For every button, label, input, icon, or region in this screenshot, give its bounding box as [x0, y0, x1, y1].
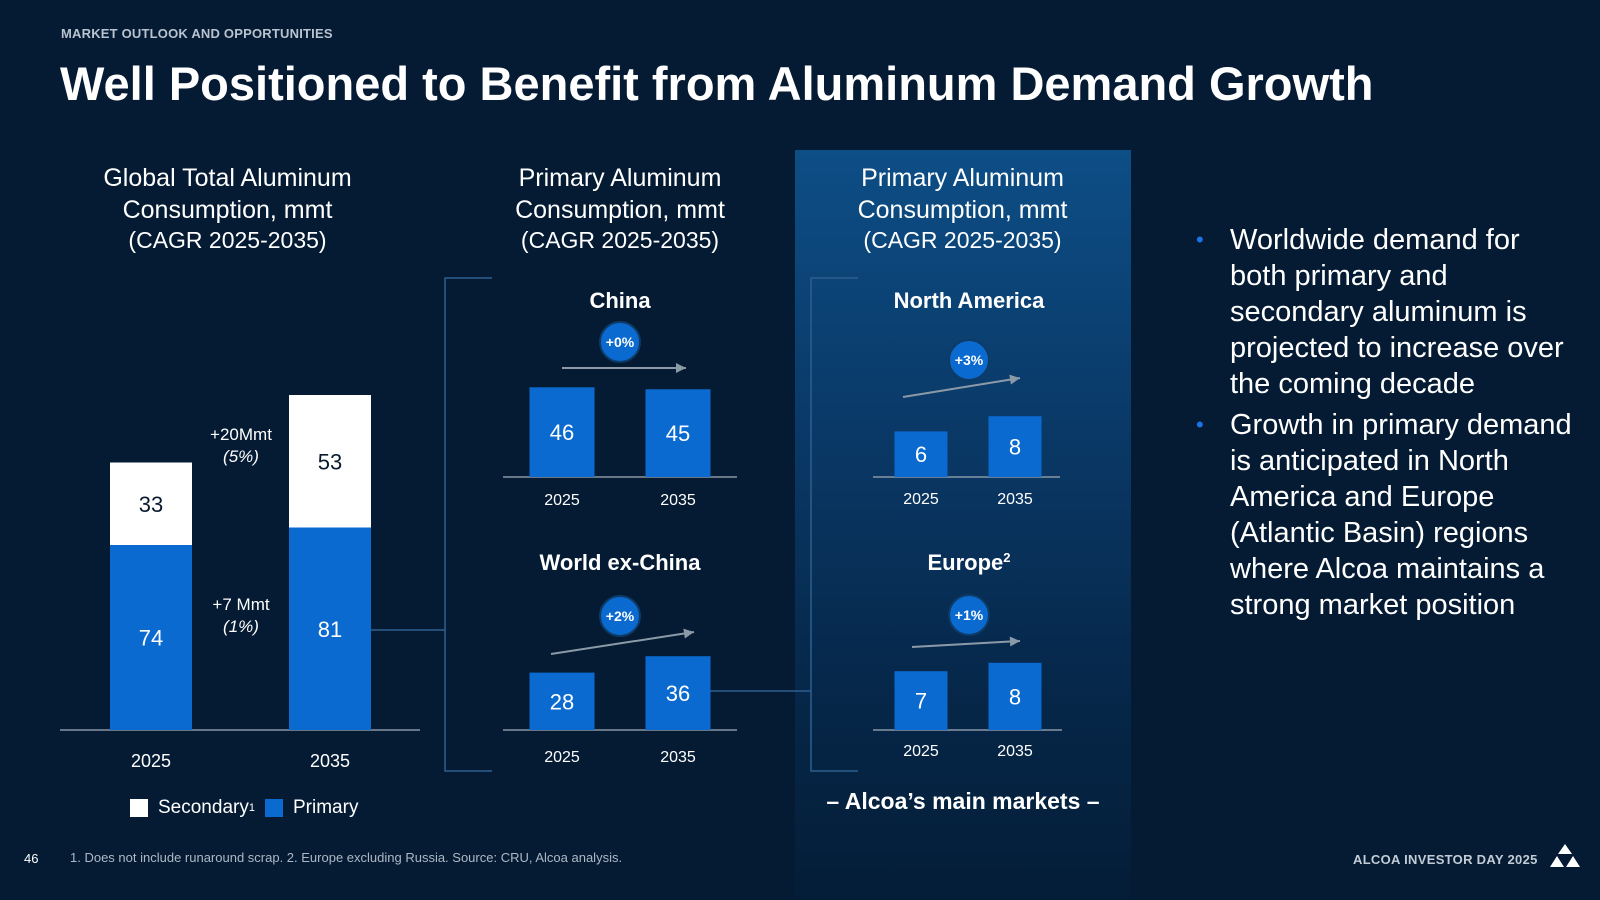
key-points-list: • Worldwide demand for both primary and s… [1196, 222, 1576, 628]
page-title: Well Positioned to Benefit from Aluminum… [60, 57, 1374, 110]
bar-primary-2035 [289, 527, 371, 730]
x-tick-label: 2035 [997, 743, 1033, 760]
bar-label-primary: 81 [318, 617, 342, 642]
global-chart: 74 33 2025 81 53 2035 [60, 395, 420, 771]
growth-arrowhead [1009, 636, 1020, 647]
page-number: 46 [24, 851, 39, 866]
main-markets-caption: – Alcoa’s main markets – [826, 788, 1100, 814]
growth-arrow [550, 631, 695, 655]
bar-north-america-2035 [988, 416, 1042, 477]
x-tick-label: 2035 [660, 749, 696, 766]
x-tick-label: 2025 [131, 751, 171, 771]
region-title-europe: Europe2 [927, 550, 1010, 575]
footnote: 1. Does not include runaround scrap. 2. … [70, 850, 623, 865]
bar-world-ex-china-2035 [645, 656, 711, 730]
cagr-badge [948, 339, 990, 381]
x-tick-label: 2035 [660, 492, 696, 509]
growth-arrow [911, 640, 1021, 648]
bracket-left [444, 277, 492, 772]
cagr-label: +2% [606, 608, 635, 624]
bullet-icon: • [1196, 412, 1204, 437]
region-title-china: China [589, 288, 651, 313]
cagr-label: +0% [606, 334, 635, 350]
bar-value-label: 46 [550, 420, 574, 445]
bar-label-secondary: 53 [318, 449, 342, 474]
legend-secondary: Secondary 1 [130, 797, 255, 819]
legend-primary: Primary [265, 797, 358, 819]
bar-secondary-2025 [110, 462, 192, 545]
primary-swatch [265, 799, 283, 817]
bar-north-america-2025 [894, 431, 948, 477]
bar-value-label: 6 [915, 442, 927, 467]
bar-value-label: 45 [666, 421, 690, 446]
x-tick-label: 2025 [903, 743, 939, 760]
bar-world-ex-china-2025 [529, 672, 595, 730]
bar-china-2025 [529, 387, 595, 477]
bar-europe-2035 [988, 662, 1042, 730]
bar-value-label: 28 [550, 689, 574, 714]
primary-growth-annotation: +7 Mmt (1%) [212, 595, 270, 636]
alcoa-logo-icon [1550, 844, 1580, 867]
bar-value-label: 36 [666, 681, 690, 706]
secondary-growth-annotation: +20Mmt (5%) [210, 425, 272, 466]
bar-china-2035 [645, 389, 711, 477]
growth-arrowhead [683, 628, 694, 639]
region-title-north-america: North America [894, 288, 1046, 313]
footer-brand: ALCOA INVESTOR DAY 2025 [1353, 852, 1538, 867]
growth-arrowhead [676, 363, 686, 373]
primary-chart-title-right: Primary Aluminum Consumption, mmt (CAGR … [857, 164, 1068, 253]
growth-arrowhead [1009, 374, 1020, 385]
global-chart-title: Global Total Aluminum Consumption, mmt (… [103, 164, 352, 253]
x-tick-label: 2035 [997, 491, 1033, 508]
cagr-label: +3% [955, 352, 984, 368]
bracket-right [810, 277, 858, 772]
bullet-item: • Worldwide demand for both primary and s… [1196, 224, 1564, 400]
bracket-connectors [371, 277, 858, 772]
secondary-swatch [130, 799, 148, 817]
cagr-badge [599, 595, 641, 637]
cagr-badge [599, 321, 641, 363]
bar-europe-2025 [894, 671, 948, 730]
primary-chart-title-left: Primary Aluminum Consumption, mmt (CAGR … [515, 164, 725, 253]
bullet-item: • Growth in primary demand is anticipated… [1196, 409, 1572, 621]
cagr-badge [948, 594, 990, 636]
main-markets-panel [795, 150, 1131, 900]
region-title-world-ex-china: World ex-China [540, 550, 702, 575]
bar-value-label: 8 [1009, 435, 1021, 460]
x-tick-label: 2025 [544, 749, 580, 766]
x-tick-label: 2025 [544, 492, 580, 509]
bar-label-primary: 74 [139, 626, 163, 651]
region-title-sup: 2 [1003, 550, 1010, 565]
bar-value-label: 8 [1009, 684, 1021, 709]
x-tick-label: 2025 [903, 491, 939, 508]
cagr-label: +1% [955, 607, 984, 623]
bar-label-secondary: 33 [139, 492, 163, 517]
bar-secondary-2035 [289, 395, 371, 528]
bar-value-label: 7 [915, 689, 927, 714]
bar-primary-2025 [110, 545, 192, 730]
x-tick-label: 2035 [310, 751, 350, 771]
bullet-icon: • [1196, 227, 1204, 252]
section-label: MARKET OUTLOOK AND OPPORTUNITIES [61, 26, 333, 41]
growth-arrow [902, 377, 1021, 398]
